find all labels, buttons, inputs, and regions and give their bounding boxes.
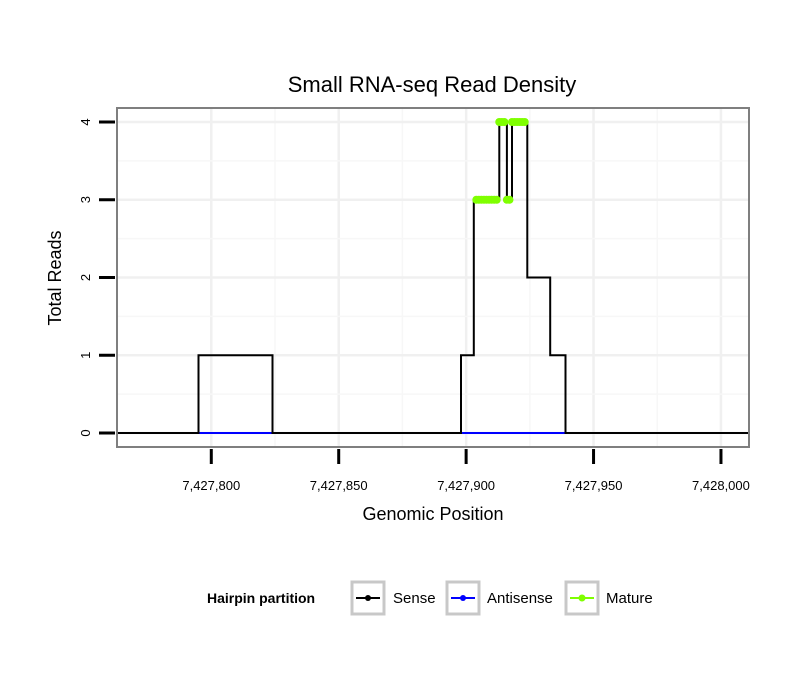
legend-point-mature [578,594,586,602]
data-point-mature [492,195,501,204]
x-axis-title: Genomic Position [362,504,503,524]
legend: Hairpin partition Sense Antisense Mature [207,580,653,616]
chart-title: Small RNA-seq Read Density [288,72,577,97]
y-tick-label: 3 [78,196,93,203]
y-tick-label: 1 [78,352,93,359]
x-tick-label: 7,428,000 [692,478,750,493]
legend-title: Hairpin partition [207,590,315,606]
y-tick-label: 2 [78,274,93,281]
legend-label-sense: Sense [393,590,436,607]
data-point-mature [520,117,529,126]
x-axis: 7,427,800 7,427,850 7,427,900 7,427,950 7,42… [182,449,750,493]
legend-point-antisense [460,595,466,601]
legend-item-sense: Sense [350,580,436,616]
plot-border [116,107,750,448]
x-tick-label: 7,427,850 [310,478,368,493]
x-tick-label: 7,427,950 [565,478,623,493]
legend-label-antisense: Antisense [487,590,553,607]
x-tick-label: 7,427,800 [182,478,240,493]
y-tick-label: 4 [78,118,93,125]
legend-item-antisense: Antisense [445,580,553,616]
legend-point-sense [365,595,371,601]
y-tick-label: 0 [78,429,93,436]
y-axis-title: Total Reads [45,230,65,325]
legend-item-mature: Mature [564,580,653,616]
x-tick-label: 7,427,900 [437,478,495,493]
y-axis: 0 1 2 3 4 [78,118,115,437]
data-point-mature [500,117,509,126]
plot-panel [116,107,750,448]
legend-label-mature: Mature [606,590,653,607]
data-point-mature [505,195,514,204]
series-layer [117,117,749,435]
